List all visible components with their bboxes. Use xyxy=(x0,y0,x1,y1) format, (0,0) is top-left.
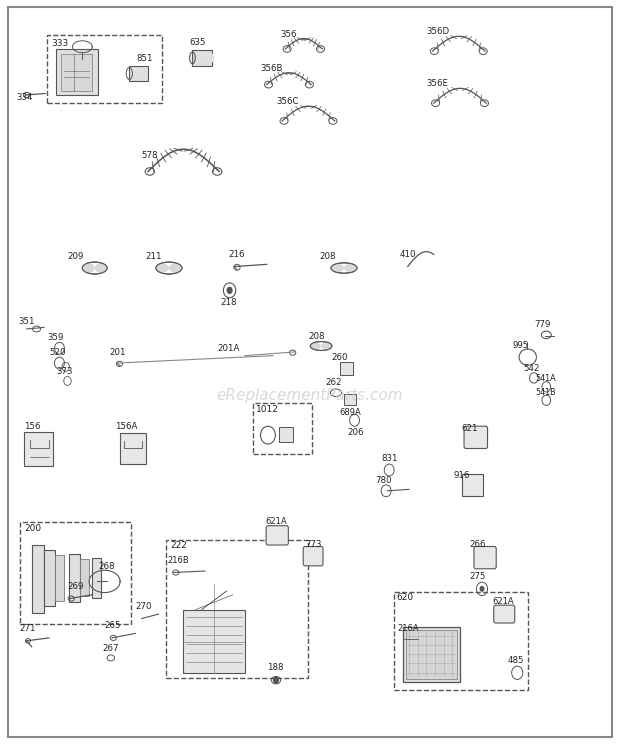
Text: 1012: 1012 xyxy=(256,405,279,414)
Ellipse shape xyxy=(156,263,169,273)
Bar xyxy=(279,427,293,442)
Text: 620: 620 xyxy=(397,593,414,603)
Text: 542: 542 xyxy=(523,364,540,373)
Text: 156A: 156A xyxy=(115,423,137,432)
Text: 578: 578 xyxy=(142,151,158,161)
FancyBboxPatch shape xyxy=(474,547,496,569)
Text: 831: 831 xyxy=(381,454,397,463)
Text: 689A: 689A xyxy=(340,408,361,417)
FancyBboxPatch shape xyxy=(464,426,487,449)
Text: 333: 333 xyxy=(51,39,69,48)
Bar xyxy=(55,555,64,600)
Ellipse shape xyxy=(169,263,182,273)
FancyBboxPatch shape xyxy=(494,605,515,623)
Text: 916: 916 xyxy=(453,471,470,480)
Text: 773: 773 xyxy=(305,539,322,549)
Text: 188: 188 xyxy=(267,663,283,672)
Bar xyxy=(92,558,101,598)
Bar xyxy=(56,49,99,95)
Ellipse shape xyxy=(321,342,332,350)
Text: 208: 208 xyxy=(319,251,336,260)
FancyBboxPatch shape xyxy=(120,433,146,464)
Bar xyxy=(32,545,44,613)
Text: 351: 351 xyxy=(18,317,35,326)
Bar xyxy=(61,54,92,92)
Text: 359: 359 xyxy=(47,333,63,342)
Text: 621A: 621A xyxy=(265,518,287,527)
Bar xyxy=(340,362,353,375)
Ellipse shape xyxy=(95,263,107,273)
Text: 541B: 541B xyxy=(536,388,556,397)
Text: 268: 268 xyxy=(99,562,115,571)
Bar xyxy=(69,554,80,602)
Text: 541A: 541A xyxy=(536,374,556,383)
Text: 216A: 216A xyxy=(398,624,420,633)
Text: 995: 995 xyxy=(513,341,529,350)
Text: 201: 201 xyxy=(109,348,125,357)
Ellipse shape xyxy=(82,263,95,273)
Text: 222: 222 xyxy=(170,542,187,551)
Text: 779: 779 xyxy=(534,320,551,329)
Text: 621A: 621A xyxy=(492,597,514,606)
Bar xyxy=(403,626,459,682)
Bar xyxy=(192,50,212,66)
Circle shape xyxy=(226,286,232,294)
Circle shape xyxy=(479,586,484,591)
Text: 262: 262 xyxy=(326,378,342,387)
Text: 209: 209 xyxy=(68,251,84,260)
Text: 780: 780 xyxy=(375,476,391,485)
Ellipse shape xyxy=(344,264,357,272)
Text: 208: 208 xyxy=(309,332,326,341)
Text: 156: 156 xyxy=(24,423,41,432)
Ellipse shape xyxy=(331,264,344,272)
Text: 410: 410 xyxy=(399,250,415,259)
Text: 851: 851 xyxy=(137,54,153,63)
Bar xyxy=(344,394,356,405)
Text: 265: 265 xyxy=(105,621,121,630)
Bar xyxy=(183,609,245,673)
Text: 267: 267 xyxy=(103,644,119,652)
Text: 260: 260 xyxy=(332,353,348,362)
FancyBboxPatch shape xyxy=(266,526,288,545)
Text: 334: 334 xyxy=(16,93,33,102)
Text: 373: 373 xyxy=(56,367,73,376)
Text: 200: 200 xyxy=(24,525,42,533)
Text: eReplacementParts.com: eReplacementParts.com xyxy=(216,388,404,403)
FancyBboxPatch shape xyxy=(24,432,53,466)
FancyBboxPatch shape xyxy=(462,474,483,496)
Bar xyxy=(80,559,89,596)
FancyBboxPatch shape xyxy=(303,547,323,566)
Text: 269: 269 xyxy=(68,582,84,591)
Bar xyxy=(44,551,55,606)
Ellipse shape xyxy=(310,342,321,350)
Text: 211: 211 xyxy=(146,251,162,260)
Bar xyxy=(406,630,456,679)
Text: 270: 270 xyxy=(136,602,152,611)
Text: 621: 621 xyxy=(461,424,478,433)
Text: 635: 635 xyxy=(189,39,206,48)
Text: 356: 356 xyxy=(280,31,297,39)
Text: 271: 271 xyxy=(19,624,36,633)
Text: 485: 485 xyxy=(508,656,525,665)
Text: 275: 275 xyxy=(469,572,486,581)
Text: 216B: 216B xyxy=(168,556,190,565)
Text: 266: 266 xyxy=(469,539,486,549)
Text: 520: 520 xyxy=(49,348,66,357)
Text: 356E: 356E xyxy=(427,80,448,89)
Text: 356D: 356D xyxy=(427,28,449,36)
Circle shape xyxy=(273,676,279,684)
Bar xyxy=(130,66,148,81)
Text: 218: 218 xyxy=(220,298,237,307)
Text: 201A: 201A xyxy=(217,344,239,353)
Text: 216: 216 xyxy=(228,250,245,259)
Text: 356C: 356C xyxy=(276,97,298,106)
Ellipse shape xyxy=(210,54,214,62)
Text: 356B: 356B xyxy=(260,64,283,73)
Text: 206: 206 xyxy=(347,428,363,437)
